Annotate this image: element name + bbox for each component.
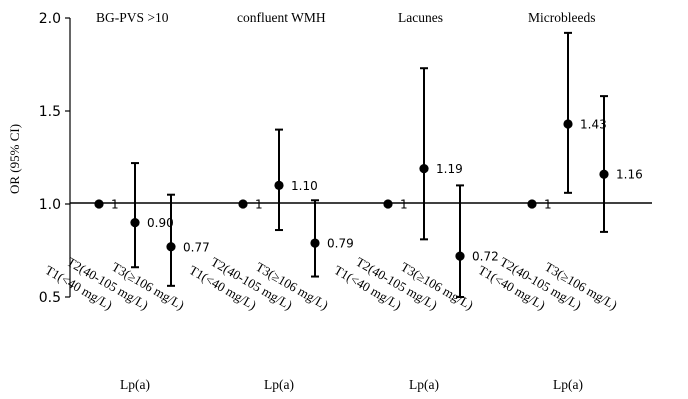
odds-ratio-point (238, 199, 248, 209)
y-tick-label: 1.0 (39, 197, 61, 213)
odds-ratio-point (383, 199, 393, 209)
data-label: 1.19 (436, 162, 463, 176)
data-label: 1.16 (616, 168, 643, 182)
data-label: 0.77 (183, 240, 210, 254)
y-tick-label: 2.0 (39, 11, 61, 27)
data-label: 1 (400, 198, 408, 212)
data-label: 0.90 (147, 216, 174, 230)
y-tick-label: 1.5 (39, 104, 61, 120)
x-axis-label: Lp(a) (264, 377, 294, 392)
x-axis-label: Lp(a) (120, 377, 150, 392)
y-tick-label: 0.5 (39, 290, 61, 306)
odds-ratio-point (563, 119, 573, 129)
data-label: 0.79 (327, 237, 354, 251)
x-axis-label: Lp(a) (409, 377, 439, 392)
odds-ratio-point (166, 242, 176, 252)
panel-title: Lacunes (398, 10, 443, 25)
data-label: 1.43 (580, 118, 607, 132)
y-axis-label: OR (95% CI) (7, 124, 22, 194)
panel-title: Microbleeds (528, 10, 595, 25)
odds-ratio-point (599, 169, 609, 179)
data-label: 1.10 (291, 179, 318, 193)
x-axis-label: Lp(a) (553, 377, 583, 392)
odds-ratio-point (527, 199, 537, 209)
odds-ratio-point (419, 164, 429, 174)
odds-ratio-point (455, 251, 465, 261)
odds-ratio-point (274, 180, 284, 190)
odds-ratio-point (310, 238, 320, 248)
panel-title: BG-PVS >10 (96, 10, 169, 25)
panel-title: confluent WMH (237, 10, 326, 25)
odds-ratio-point (130, 218, 140, 228)
odds-ratio-point (94, 199, 104, 209)
data-label: 1 (544, 198, 552, 212)
data-label: 0.72 (472, 250, 499, 264)
data-label: 1 (111, 198, 119, 212)
data-label: 1 (255, 198, 263, 212)
